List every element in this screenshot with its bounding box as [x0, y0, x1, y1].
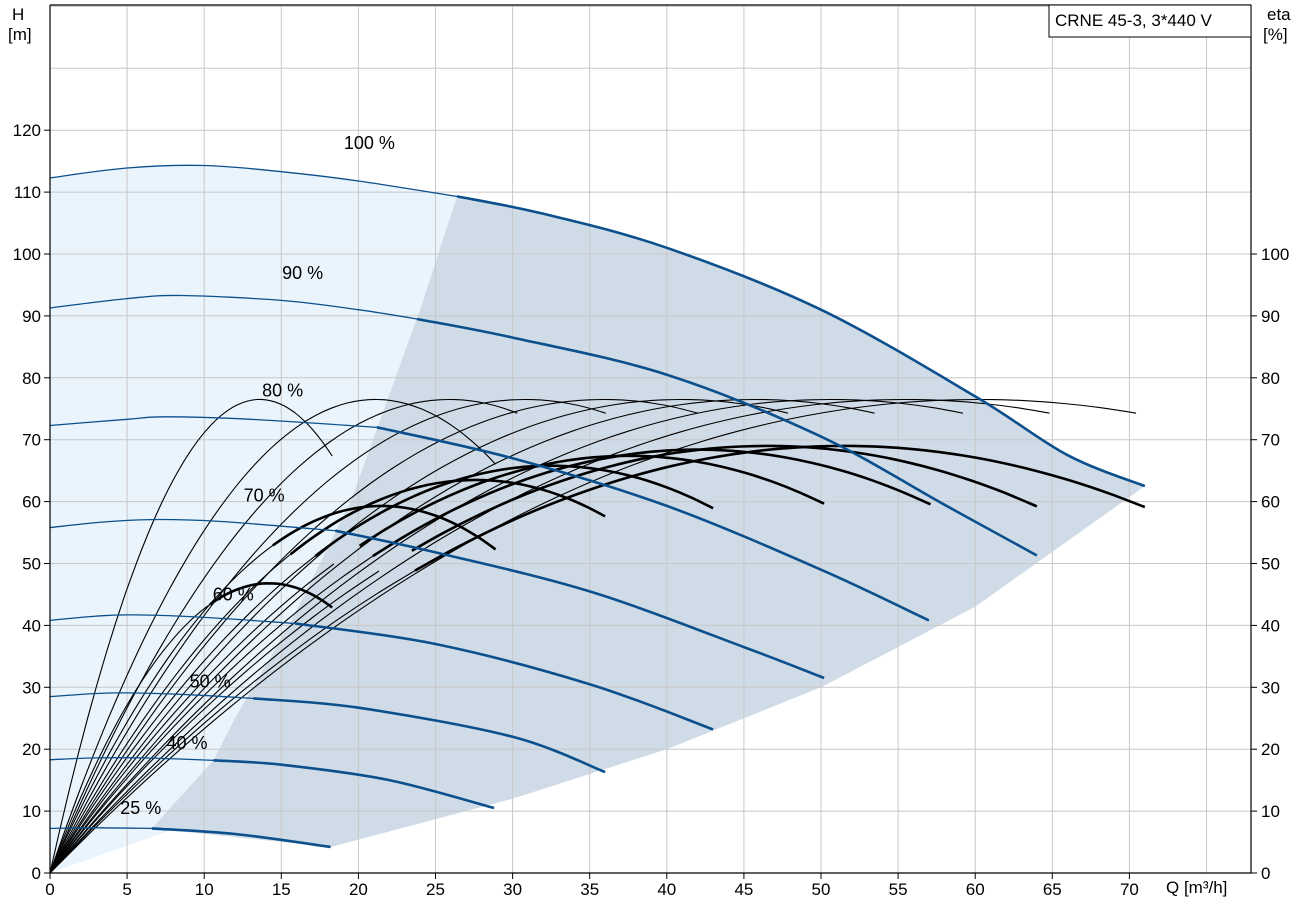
x-tick-label: 25 — [426, 880, 445, 899]
eta-curve-low — [49, 570, 380, 874]
x-tick-label: 20 — [349, 880, 368, 899]
head-curve-thin — [49, 756, 214, 761]
y-axis-left-label-unit: [m] — [8, 25, 32, 44]
y-left-tick-label: 60 — [22, 493, 41, 512]
x-tick-label: 65 — [1043, 880, 1062, 899]
eta-curve-thin — [49, 398, 333, 874]
speed-label: 70 % — [244, 486, 285, 506]
y-left-tick-label: 90 — [22, 307, 41, 326]
eta-curve-low — [49, 555, 374, 874]
y-right-tick-label: 40 — [1261, 616, 1280, 635]
x-tick-label: 60 — [966, 880, 985, 899]
y-left-tick-label: 40 — [22, 616, 41, 635]
model-title-box — [1048, 4, 1252, 38]
eta-curve-thin — [49, 398, 1050, 874]
x-tick-label: 0 — [45, 880, 54, 899]
head-curve-thick — [151, 827, 331, 849]
head-curve-thick — [335, 529, 825, 680]
eta-curve-low — [49, 555, 316, 874]
x-tick-label: 5 — [122, 880, 131, 899]
eta-curve-low — [49, 570, 416, 874]
y-left-tick-label: 20 — [22, 740, 41, 759]
y-left-tick-label: 0 — [32, 864, 41, 883]
head-curve-thin — [49, 164, 458, 198]
y-right-tick-label: 50 — [1261, 555, 1280, 574]
head-curves — [49, 164, 1146, 849]
y-left-tick-label: 120 — [13, 121, 41, 140]
y-right-tick-label: 30 — [1261, 678, 1280, 697]
y-right-tick-label: 70 — [1261, 431, 1280, 450]
head-curve-thin — [49, 692, 254, 700]
head-curve-thin — [49, 518, 336, 532]
eta-curve-thin — [49, 398, 789, 874]
x-tick-label: 10 — [195, 880, 214, 899]
head-curve-thick — [416, 317, 1038, 557]
y-left-tick-label: 100 — [13, 245, 41, 264]
speed-label: 60 % — [213, 585, 254, 605]
speed-label: 80 % — [262, 380, 303, 400]
eta-curve-thin — [49, 398, 518, 874]
x-tick-label: 50 — [812, 880, 831, 899]
eta-curve-thick — [372, 448, 932, 558]
y-left-tick-label: 30 — [22, 678, 41, 697]
operating-range-bands — [50, 165, 1145, 873]
x-tick-label: 70 — [1120, 880, 1139, 899]
head-curve-thin — [49, 614, 296, 625]
y-left-tick-label: 80 — [22, 369, 41, 388]
head-curve-thick — [213, 759, 495, 810]
y-right-tick-label: 20 — [1261, 740, 1280, 759]
x-tick-label: 55 — [889, 880, 908, 899]
eta-curve-thick — [209, 581, 333, 609]
eta-curve-thin — [49, 398, 606, 874]
eta-curve-low — [49, 597, 220, 874]
y-left-tick-label: 70 — [22, 431, 41, 450]
head-curve-thick — [456, 195, 1146, 488]
y-left-tick-label: 110 — [14, 183, 41, 202]
efficiency-curves-thick — [49, 444, 1146, 874]
y-right-tick-label: 100 — [1261, 245, 1289, 264]
axes: 0 5 10 15 20 25 30 35 40 45 50 55 60 65 70 0 10 20 30 40 50 6… — [13, 4, 1289, 899]
head-curve-thin — [49, 294, 418, 320]
eta-curve-thick — [411, 444, 1038, 552]
head-curve-thin — [49, 827, 152, 830]
x-tick-label: 30 — [503, 880, 522, 899]
head-curve-thick — [295, 622, 714, 731]
x-tick-label: 40 — [657, 880, 676, 899]
eta-curve-low — [49, 563, 335, 874]
speed-label: 40 % — [166, 733, 207, 753]
x-tick-label: 15 — [272, 880, 291, 899]
eta-curve-thick — [414, 444, 1146, 572]
eta-curve-thin — [49, 398, 698, 874]
y-right-tick-label: 10 — [1261, 802, 1280, 821]
head-curve-thick — [376, 426, 930, 622]
y-axis-right-label-eta: eta — [1267, 5, 1291, 24]
y-axis-right-label-unit: [%] — [1263, 25, 1288, 44]
x-tick-label: 45 — [734, 880, 753, 899]
y-left-tick-label: 10 — [22, 802, 41, 821]
band-dark — [151, 196, 1145, 847]
y-axis-left-label-h: H — [12, 5, 24, 24]
y-right-tick-label: 0 — [1261, 864, 1270, 883]
x-tick-label: 35 — [580, 880, 599, 899]
head-curve-thick — [253, 697, 606, 774]
speed-label: 90 % — [282, 263, 323, 283]
y-right-tick-label: 90 — [1261, 307, 1280, 326]
y-left-tick-label: 50 — [22, 555, 41, 574]
y-right-tick-label: 80 — [1261, 369, 1280, 388]
eta-curve-thick — [358, 454, 825, 547]
eta-curve-low — [49, 544, 274, 874]
eta-curve-thick — [314, 464, 714, 558]
speed-label: 100 % — [344, 133, 395, 153]
x-axis-label: Q [m³/h] — [1166, 878, 1227, 897]
speed-label: 50 % — [190, 671, 231, 691]
y-right-tick-label: 60 — [1261, 493, 1280, 512]
speed-labels: 100 % 90 % 80 % 70 % 60 % 50 % 40 % 25 % — [120, 133, 395, 818]
head-curve-thin — [49, 416, 377, 428]
speed-label: 25 % — [120, 798, 161, 818]
eta-curve-thin — [49, 398, 496, 874]
eta-curve-low — [49, 553, 291, 874]
chart-title: CRNE 45-3, 3*440 V — [1055, 11, 1213, 30]
